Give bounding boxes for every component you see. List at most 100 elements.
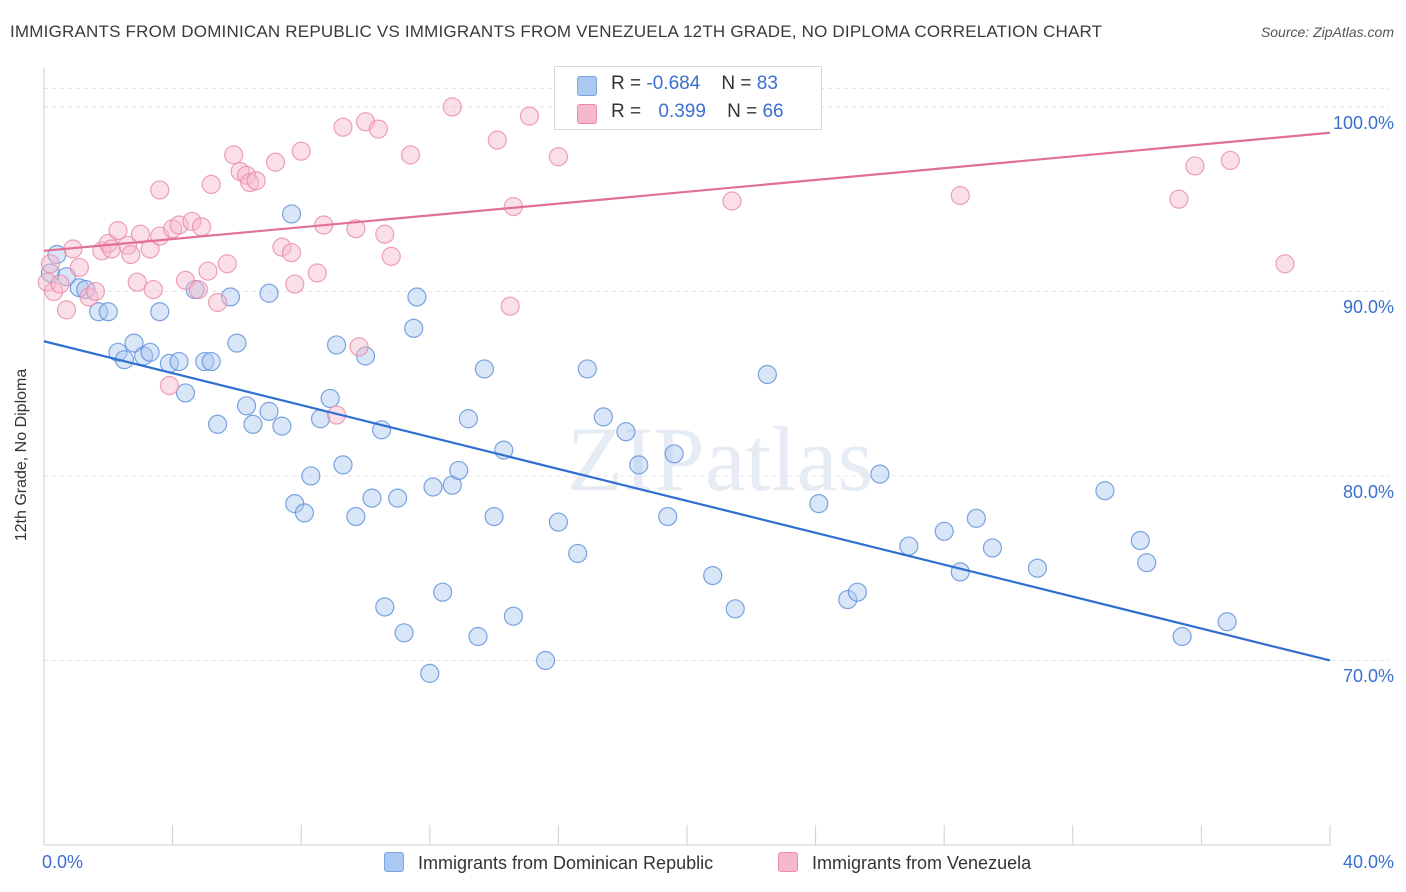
point-series-1-50 <box>400 145 421 165</box>
point-series-0-46 <box>433 582 453 602</box>
point-series-1-22 <box>175 270 196 290</box>
point-series-0-41 <box>394 623 414 643</box>
point-series-0-39 <box>375 597 395 617</box>
point-series-0-52 <box>484 506 504 527</box>
point-series-1-28 <box>208 292 228 313</box>
point-series-0-58 <box>577 359 597 379</box>
series-layer <box>37 78 1295 683</box>
point-series-0-15 <box>175 383 196 403</box>
point-series-1-33 <box>240 172 260 193</box>
legend-label-venezuela: Immigrants from Venezuela <box>812 853 1032 873</box>
y-tick-label-0: 70.0% <box>1342 666 1394 687</box>
point-series-1-62 <box>1220 150 1240 171</box>
point-series-1-63 <box>1275 254 1295 274</box>
point-series-0-56 <box>548 512 569 532</box>
point-series-0-40 <box>388 488 408 508</box>
point-series-0-12 <box>150 302 170 322</box>
point-series-1-24 <box>188 279 208 300</box>
legend-label-dominican: Immigrants from Dominican Republic <box>418 853 714 873</box>
point-series-0-75 <box>982 538 1003 558</box>
point-series-0-17 <box>195 351 215 372</box>
point-series-0-14 <box>169 351 189 372</box>
legend-item-venezuela: Immigrants from Venezuela <box>778 852 1031 874</box>
point-series-0-79 <box>1137 553 1157 573</box>
point-series-0-42 <box>404 318 424 338</box>
series-1 <box>37 97 1295 425</box>
point-series-1-40 <box>307 263 327 283</box>
point-series-1-30 <box>224 145 244 165</box>
point-series-0-63 <box>664 444 684 464</box>
point-series-0-34 <box>333 455 353 475</box>
x-tick-label-max: 40.0% <box>1342 852 1394 872</box>
point-series-1-19 <box>159 375 179 396</box>
point-series-1-38 <box>285 274 305 294</box>
point-series-1-48 <box>375 224 395 244</box>
point-series-1-21 <box>169 215 189 235</box>
point-series-1-55 <box>519 106 540 126</box>
r-value: 0.399 <box>658 101 706 122</box>
point-series-1-60 <box>1169 189 1189 209</box>
y-axis-label: 12th Grade, No Diploma <box>13 368 30 542</box>
point-series-1-14 <box>127 272 147 292</box>
trend-line-series-0 <box>43 340 1331 662</box>
point-series-1-31 <box>230 161 250 182</box>
point-series-0-9 <box>124 333 144 353</box>
point-series-0-54 <box>503 606 523 626</box>
point-series-1-37 <box>281 243 302 263</box>
n-label: N = <box>727 101 758 122</box>
point-series-1-20 <box>163 219 183 239</box>
point-series-0-37 <box>362 488 382 508</box>
point-series-0-19 <box>208 414 228 434</box>
point-series-1-44 <box>346 219 366 239</box>
swatch-venezuela <box>577 104 597 124</box>
y-tick-label-1: 80.0% <box>1342 481 1394 502</box>
point-series-0-50 <box>468 626 488 647</box>
point-series-0-26 <box>272 416 292 436</box>
point-series-1-7 <box>85 281 106 302</box>
y-tick-label-3: 100.0% <box>1332 112 1394 133</box>
trend-layer <box>43 131 1331 662</box>
point-series-1-47 <box>368 119 388 139</box>
legend-swatch-venezuela <box>778 852 798 872</box>
point-series-0-61 <box>629 455 649 475</box>
point-series-0-70 <box>870 464 890 484</box>
point-series-0-11 <box>140 342 160 362</box>
point-series-1-43 <box>333 117 353 137</box>
n-value: 83 <box>756 73 778 94</box>
point-series-0-51 <box>474 359 495 379</box>
point-series-1-15 <box>130 224 151 244</box>
point-series-0-45 <box>423 477 443 497</box>
chart-title: IMMIGRANTS FROM DOMINICAN REPUBLIC VS IM… <box>10 22 1103 41</box>
point-series-0-48 <box>449 460 469 481</box>
point-series-0-35 <box>346 506 366 527</box>
point-series-1-10 <box>101 239 122 259</box>
r-value: -0.684 <box>646 73 701 94</box>
x-tick-label-min: 0.0% <box>42 852 84 872</box>
point-series-0-6 <box>98 302 118 322</box>
point-series-0-23 <box>243 414 263 434</box>
axes <box>43 68 1331 846</box>
point-series-0-25 <box>259 401 279 421</box>
point-series-1-26 <box>198 261 218 281</box>
source-label: Source: ZipAtlas.com <box>1260 24 1394 40</box>
point-series-1-1 <box>44 281 64 302</box>
point-series-0-81 <box>1217 612 1237 632</box>
point-series-1-11 <box>108 220 128 241</box>
point-series-1-25 <box>191 217 212 237</box>
y-tick-label-2: 90.0% <box>1342 297 1394 318</box>
point-series-0-78 <box>1130 530 1150 551</box>
r-label: R = <box>611 101 642 122</box>
point-series-0-43 <box>407 287 427 307</box>
point-series-0-44 <box>420 663 440 683</box>
stats-legend: R = -0.684 N = 83 R = 0.399 N = 66 <box>554 66 822 130</box>
point-series-0-77 <box>1095 481 1115 501</box>
point-series-0-65 <box>725 599 745 619</box>
point-series-1-35 <box>265 152 286 172</box>
point-series-1-59 <box>950 185 970 206</box>
point-series-0-55 <box>535 650 556 671</box>
point-series-0-32 <box>320 388 340 409</box>
point-series-1-13 <box>121 244 141 265</box>
point-series-0-62 <box>658 506 678 527</box>
swatch-dominican <box>577 76 597 96</box>
